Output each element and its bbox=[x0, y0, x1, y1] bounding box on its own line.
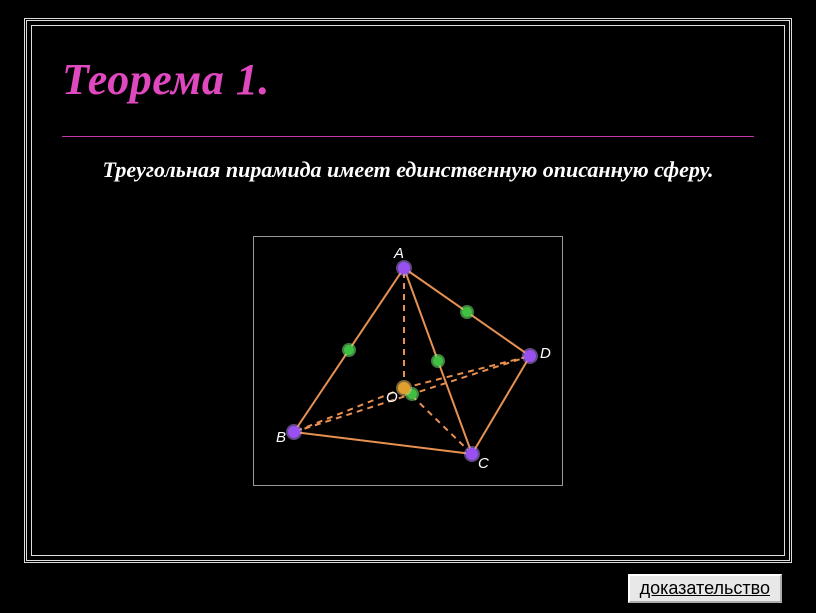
theorem-title: Теорема 1. bbox=[62, 54, 270, 105]
svg-text:A: A bbox=[393, 245, 404, 262]
theorem-statement: Треугольная пирамида имеет единственную … bbox=[92, 156, 724, 185]
pyramid-diagram: O A B C D bbox=[253, 236, 563, 486]
title-divider bbox=[62, 136, 754, 137]
proof-button[interactable]: доказательство bbox=[628, 574, 782, 603]
svg-text:O: O bbox=[386, 389, 398, 406]
pyramid-svg: O A B C D bbox=[254, 236, 562, 486]
outer-frame: Теорема 1. Треугольная пирамида имеет ед… bbox=[24, 18, 792, 563]
inner-frame: Теорема 1. Треугольная пирамида имеет ед… bbox=[31, 25, 785, 556]
svg-text:B: B bbox=[276, 429, 286, 446]
svg-text:C: C bbox=[478, 455, 489, 472]
svg-text:D: D bbox=[540, 345, 551, 362]
